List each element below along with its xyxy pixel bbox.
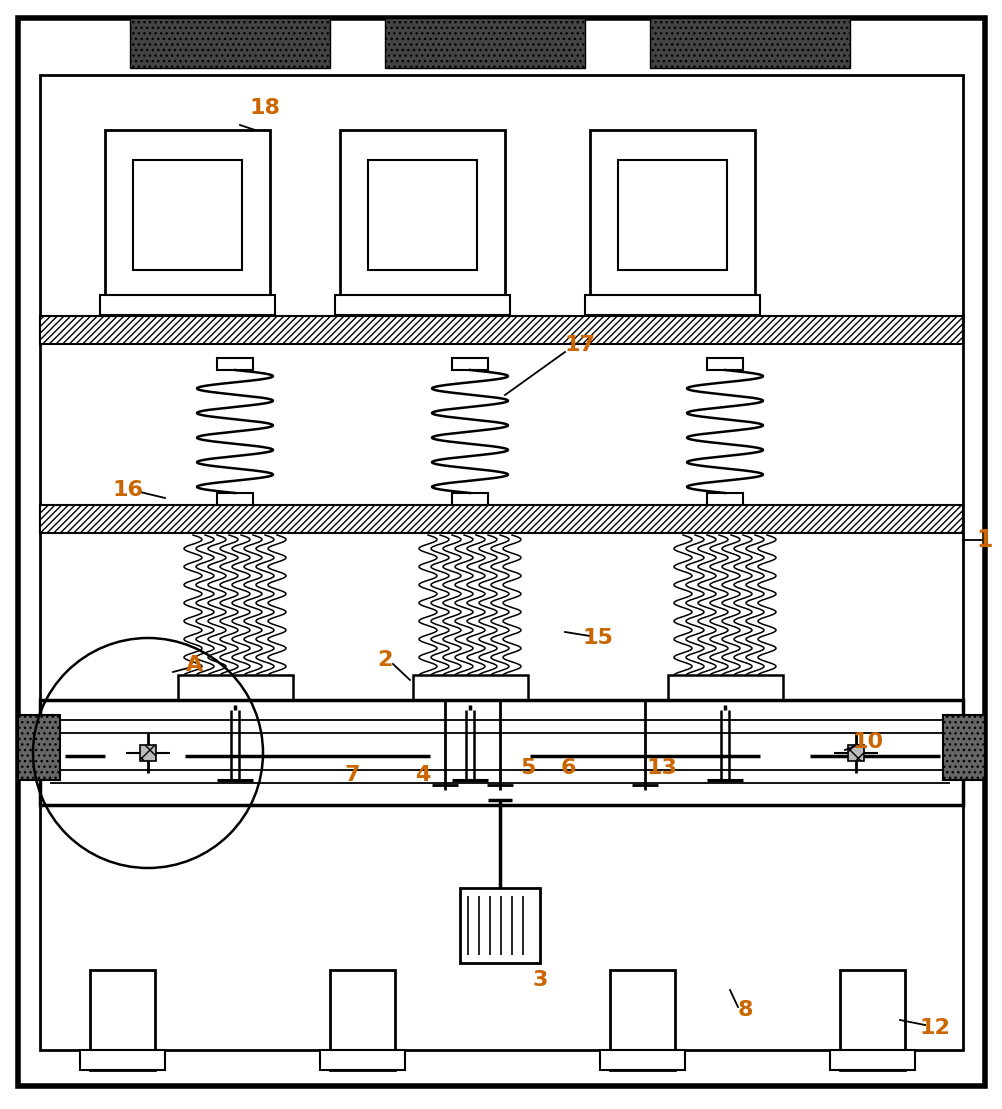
Bar bbox=[80, 1050, 165, 1070]
Text: 5: 5 bbox=[520, 757, 535, 779]
Bar bbox=[942, 715, 984, 780]
Bar bbox=[413, 675, 527, 710]
Bar bbox=[385, 18, 584, 68]
Bar bbox=[40, 75, 962, 1050]
Text: 2: 2 bbox=[377, 650, 393, 670]
Bar bbox=[40, 700, 962, 805]
Bar bbox=[609, 970, 674, 1070]
Bar bbox=[90, 970, 155, 1070]
Bar bbox=[133, 160, 241, 269]
Bar bbox=[452, 494, 488, 505]
Bar bbox=[667, 675, 783, 710]
Bar bbox=[368, 160, 477, 269]
Text: A: A bbox=[186, 655, 203, 675]
Text: 16: 16 bbox=[112, 480, 143, 500]
Bar bbox=[847, 745, 863, 761]
Bar bbox=[40, 316, 962, 344]
Text: 1: 1 bbox=[976, 528, 992, 552]
Text: 18: 18 bbox=[249, 98, 281, 118]
Bar bbox=[589, 130, 755, 305]
Bar bbox=[18, 715, 60, 780]
Text: 12: 12 bbox=[919, 1018, 950, 1038]
Bar bbox=[706, 494, 742, 505]
Text: 6: 6 bbox=[560, 757, 575, 779]
Bar bbox=[839, 970, 904, 1070]
Text: 8: 8 bbox=[736, 1000, 752, 1020]
Bar bbox=[584, 295, 760, 315]
Text: 10: 10 bbox=[852, 732, 883, 752]
Bar bbox=[100, 295, 275, 315]
Bar bbox=[177, 675, 293, 710]
Text: 7: 7 bbox=[344, 765, 360, 785]
Bar bbox=[320, 1050, 405, 1070]
Bar bbox=[706, 358, 742, 370]
Bar bbox=[140, 745, 156, 761]
Bar bbox=[460, 888, 539, 963]
Bar bbox=[105, 130, 270, 305]
Text: 17: 17 bbox=[564, 335, 595, 355]
Bar bbox=[617, 160, 726, 269]
Bar bbox=[599, 1050, 684, 1070]
Bar bbox=[340, 130, 504, 305]
Text: 15: 15 bbox=[582, 628, 613, 648]
Bar bbox=[649, 18, 849, 68]
Bar bbox=[335, 295, 509, 315]
Bar bbox=[830, 1050, 914, 1070]
Bar bbox=[130, 18, 330, 68]
Bar bbox=[216, 494, 253, 505]
Text: 13: 13 bbox=[646, 757, 676, 779]
Text: 3: 3 bbox=[532, 970, 547, 990]
Text: 4: 4 bbox=[415, 765, 430, 785]
Bar bbox=[330, 970, 395, 1070]
Bar bbox=[452, 358, 488, 370]
Bar bbox=[216, 358, 253, 370]
Bar bbox=[40, 505, 962, 533]
